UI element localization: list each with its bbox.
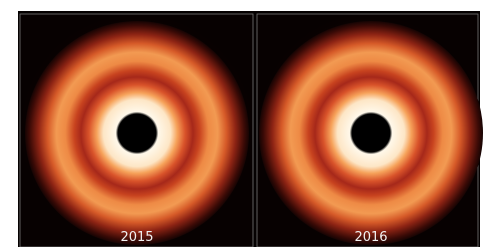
panel: 2016 [257,14,483,247]
disk [259,21,483,245]
panel-label: 2016 [354,230,387,245]
image: 2015 2016 [0,0,496,247]
panel: 2015 [20,14,253,247]
disk [25,21,249,245]
panel-label: 2015 [120,230,153,245]
page: 2015 2016 (() => { const data = JSON.par… [0,0,496,247]
